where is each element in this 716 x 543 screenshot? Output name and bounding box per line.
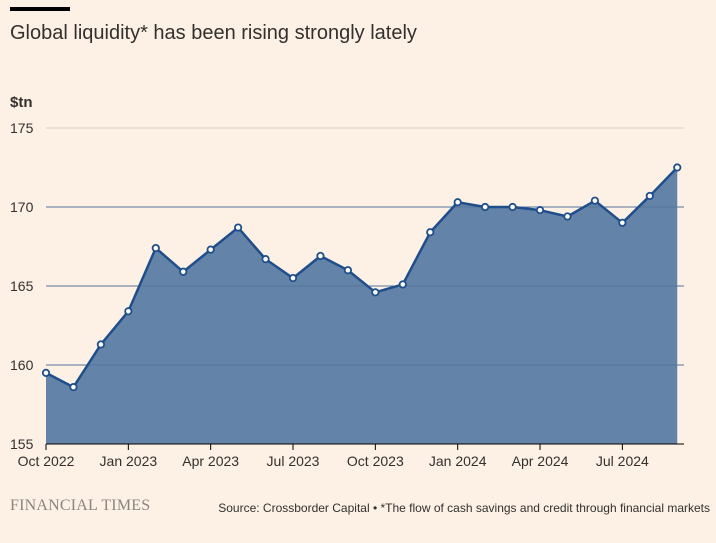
x-tick-label: Jan 2024: [429, 453, 487, 469]
series-line: [45, 166, 679, 389]
data-point: [124, 307, 133, 316]
data-point: [343, 266, 353, 275]
y-tick-label: 165: [10, 278, 34, 294]
data-point: [96, 340, 105, 349]
data-point: [371, 288, 380, 297]
x-tick-label: Apr 2024: [512, 453, 569, 469]
y-tick-label: 170: [10, 199, 34, 215]
data-point: [206, 245, 215, 254]
y-tick-label: 175: [10, 120, 34, 136]
area-layer: [45, 166, 684, 444]
data-point: [151, 243, 160, 253]
data-point: [179, 267, 188, 276]
x-tick-label: Oct 2022: [18, 453, 75, 469]
data-point: [563, 212, 572, 221]
x-tick-label: Apr 2023: [182, 453, 239, 469]
data-point: [618, 218, 627, 227]
x-tick-label: Jul 2023: [267, 453, 320, 469]
data-point: [645, 191, 654, 201]
data-point: [398, 280, 407, 289]
data-point: [535, 206, 545, 215]
data-point: [69, 383, 78, 392]
x-axis: Oct 2022 Jan 2023 Apr 2023 Jul 2023 Oct 2023…: [18, 443, 684, 469]
data-point: [508, 202, 517, 212]
x-tick-label: Jul 2024: [596, 453, 649, 469]
chart: 155 160 165 170 175 Oct 2022 Jan 2023 Apr 2023…: [10, 94, 684, 469]
y-tick-labels: 155 160 165 170 175: [10, 120, 34, 452]
data-point: [261, 255, 270, 264]
x-tick-label: Jan 2023: [100, 453, 158, 469]
x-tick-label: Oct 2023: [347, 453, 404, 469]
chart-title: Global liquidity* has been rising strong…: [10, 22, 417, 44]
area-fill: [46, 167, 678, 444]
data-point: [234, 223, 243, 232]
data-points: [41, 163, 682, 392]
footer-source: Source: Crossborder Capital • *The flow …: [218, 501, 710, 515]
data-point: [481, 202, 490, 212]
footer-brand: FINANCIAL TIMES: [10, 497, 151, 514]
header-rule: [10, 7, 70, 11]
data-point: [453, 198, 462, 207]
y-axis-label: $tn: [10, 94, 33, 111]
y-tick-label: 155: [10, 436, 34, 452]
data-point: [316, 251, 325, 261]
data-point: [673, 163, 682, 172]
data-point: [41, 368, 51, 377]
data-point: [426, 228, 435, 237]
data-point: [590, 196, 600, 205]
data-point: [288, 273, 298, 283]
y-tick-label: 160: [10, 357, 34, 373]
